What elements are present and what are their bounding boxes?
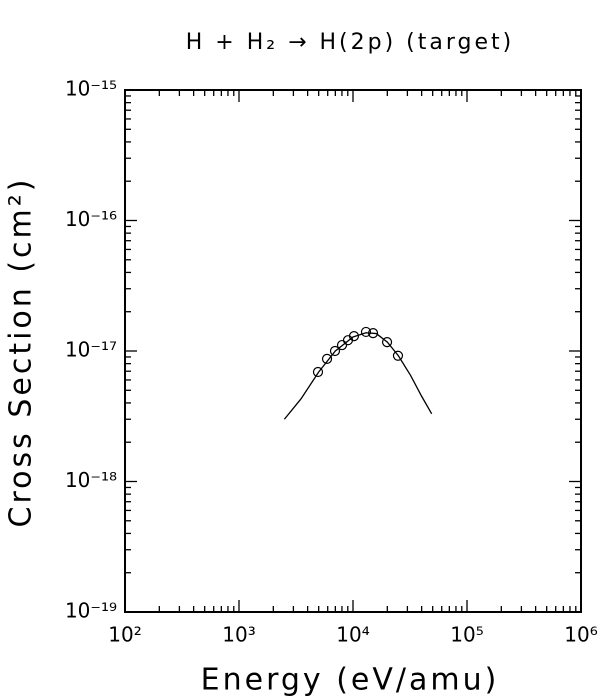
data-line xyxy=(283,332,433,420)
data-point xyxy=(312,366,324,378)
y-tick-label: 10⁻¹⁹ xyxy=(65,599,117,623)
y-tick-label: 10⁻¹⁵ xyxy=(65,77,117,101)
x-axis-label: Energy (eV/amu) xyxy=(201,663,500,696)
y-axis-label: Cross Section (cm²) xyxy=(4,177,39,528)
data-point xyxy=(367,328,379,339)
x-tick-label: 10⁶ xyxy=(564,623,597,647)
data-point xyxy=(336,339,348,351)
y-tick-label: 10⁻¹⁶ xyxy=(65,207,117,231)
x-tick-label: 10³ xyxy=(222,623,255,647)
data-point xyxy=(329,345,341,357)
y-tick-label: 10⁻¹⁸ xyxy=(65,468,117,492)
data-point xyxy=(360,326,372,338)
x-tick-label: 10⁴ xyxy=(336,623,369,647)
data-point xyxy=(321,353,333,364)
y-tick-label: 10⁻¹⁷ xyxy=(65,338,117,362)
plot-frame xyxy=(124,89,582,613)
data-point xyxy=(381,337,393,348)
data-point xyxy=(392,350,404,361)
data-point xyxy=(348,331,360,342)
chart-title: H + H₂ → H(2p) (target) xyxy=(186,30,514,55)
x-tick-label: 10² xyxy=(108,623,141,647)
x-tick-label: 10⁵ xyxy=(450,623,483,647)
